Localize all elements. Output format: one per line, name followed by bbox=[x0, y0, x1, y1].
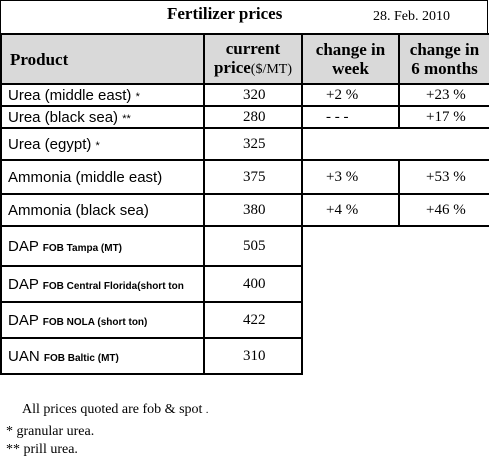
empty-cell bbox=[399, 338, 489, 374]
empty-cell bbox=[302, 302, 399, 338]
product-name: Urea (black sea) bbox=[8, 108, 119, 126]
table-row: DAP FOB Tampa (MT) 505 bbox=[0, 225, 489, 267]
empty-cell bbox=[399, 226, 489, 266]
change-6-months-cell: +46 % bbox=[398, 193, 489, 227]
change-6-months-cell: +23 % bbox=[398, 83, 489, 107]
change-6-months-cell: +53 % bbox=[398, 159, 489, 195]
footnote-prill: ** prill urea. bbox=[6, 442, 78, 457]
product-cell: Urea (black sea) ** bbox=[0, 105, 205, 129]
fertilizer-price-table: Product current price($/MT) change in we… bbox=[0, 33, 489, 375]
column-header-change-6-months: change in 6 months bbox=[398, 33, 489, 85]
product-cell: DAP FOB Tampa (MT) bbox=[0, 225, 205, 267]
empty-cell bbox=[302, 226, 399, 266]
current-price-cell: 280 bbox=[203, 105, 303, 129]
product-name: Urea (egypt) bbox=[8, 135, 92, 153]
product-cell: Ammonia (black sea) bbox=[0, 193, 205, 227]
current-price-line1: current bbox=[225, 39, 281, 58]
current-price-cell: 375 bbox=[203, 159, 303, 195]
report-date: 28. Feb. 2010 bbox=[373, 9, 450, 24]
footnote-mark: * bbox=[135, 90, 140, 103]
empty-cell bbox=[302, 266, 399, 302]
current-price-cell: 505 bbox=[203, 225, 303, 267]
change-week-cell: - - - bbox=[301, 105, 400, 129]
product-cell: Ammonia (middle east) bbox=[0, 159, 205, 195]
page-title: Fertilizer prices bbox=[167, 4, 283, 23]
table-row: Urea (middle east) * 320 +2 % +23 % bbox=[0, 83, 489, 107]
empty-cell bbox=[399, 128, 489, 160]
footnote-granular: * granular urea. bbox=[6, 424, 95, 439]
product-name: UAN bbox=[8, 347, 40, 365]
current-price-unit: ($/MT) bbox=[250, 62, 293, 77]
footnote-all-prices-dot: . bbox=[205, 405, 209, 416]
current-price-cell: 310 bbox=[203, 337, 303, 375]
empty-cell bbox=[302, 128, 399, 160]
change-week-cell: +4 % bbox=[301, 193, 400, 227]
six-months-line1: change in bbox=[409, 40, 480, 59]
table-row: Urea (black sea) ** 280 - - - +17 % bbox=[0, 105, 489, 129]
product-note: FOB Central Florida(short ton bbox=[42, 280, 184, 292]
empty-cell bbox=[399, 266, 489, 302]
product-name: DAP bbox=[8, 275, 39, 293]
footnote-all-prices-text: All prices quoted are fob & spot bbox=[22, 402, 203, 417]
current-price-cell: 325 bbox=[203, 127, 303, 161]
empty-cell bbox=[399, 302, 489, 338]
table-row: DAP FOB NOLA (short ton) 422 bbox=[0, 301, 489, 339]
change-week-cell: +3 % bbox=[301, 159, 400, 195]
table-row: Ammonia (middle east) 375 +3 % +53 % bbox=[0, 159, 489, 195]
empty-cell bbox=[302, 338, 399, 374]
column-header-current-price: current price($/MT) bbox=[203, 33, 303, 85]
change-6-months-cell: +17 % bbox=[398, 105, 489, 129]
table-row: Ammonia (black sea) 380 +4 % +46 % bbox=[0, 193, 489, 227]
product-name: Urea (middle east) bbox=[8, 86, 132, 104]
column-header-change-week: change in week bbox=[301, 33, 400, 85]
footnote-mark: * bbox=[95, 139, 100, 152]
column-header-product: Product bbox=[0, 33, 205, 85]
current-price-cell: 400 bbox=[203, 265, 303, 303]
table-row: Urea (egypt) * 325 bbox=[0, 127, 489, 161]
product-note: FOB Baltic (MT) bbox=[43, 352, 119, 364]
week-line1: change in bbox=[315, 40, 386, 59]
current-price-cell: 422 bbox=[203, 301, 303, 339]
product-cell: Urea (middle east) * bbox=[0, 83, 205, 107]
product-cell: DAP FOB NOLA (short ton) bbox=[0, 301, 205, 339]
six-months-line2: 6 months bbox=[411, 59, 478, 78]
footnote-mark: ** bbox=[122, 112, 131, 125]
table-row: UAN FOB Baltic (MT) 310 bbox=[0, 337, 489, 375]
product-cell: UAN FOB Baltic (MT) bbox=[0, 337, 205, 375]
week-line2: week bbox=[332, 59, 369, 78]
change-week-cell: +2 % bbox=[301, 83, 400, 107]
product-note: FOB NOLA (short ton) bbox=[42, 316, 148, 328]
table-row: DAP FOB Central Florida(short ton 400 bbox=[0, 265, 489, 303]
current-price-cell: 320 bbox=[203, 83, 303, 107]
table-header-row: Product current price($/MT) change in we… bbox=[0, 33, 489, 85]
product-cell: DAP FOB Central Florida(short ton bbox=[0, 265, 205, 303]
current-price-line2: price bbox=[213, 58, 251, 77]
footnote-all-prices: All prices quoted are fob & spot . bbox=[22, 402, 208, 418]
product-name: DAP bbox=[8, 311, 39, 329]
title-band: Fertilizer prices 28. Feb. 2010 bbox=[0, 0, 488, 33]
product-cell: Urea (egypt) * bbox=[0, 127, 205, 161]
product-note: FOB Tampa (MT) bbox=[42, 242, 123, 254]
current-price-cell: 380 bbox=[203, 193, 303, 227]
product-name: DAP bbox=[8, 237, 39, 255]
